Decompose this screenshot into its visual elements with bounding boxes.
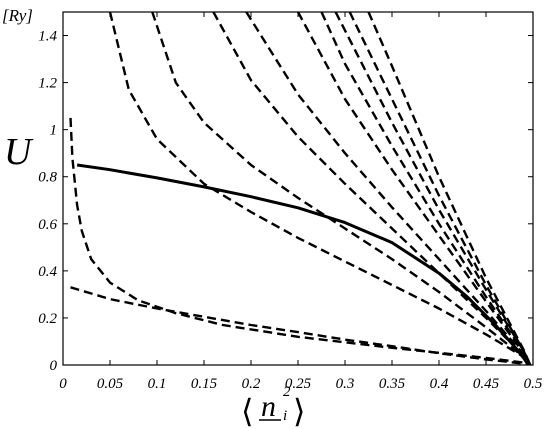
y-tick-label-2: 0.4 — [38, 264, 57, 280]
x-tick-label-1: 0.05 — [97, 376, 124, 392]
x-axis-label-n: n — [261, 390, 276, 423]
y-tick-label-3: 0.6 — [38, 217, 57, 233]
x-axis-label-superscript: 2 — [283, 384, 291, 400]
x-axis-label-close-bracket: ⟩ — [293, 393, 305, 429]
x-tick-label-8: 0.4 — [430, 376, 449, 392]
x-tick-label-0: 0 — [59, 376, 67, 392]
y-tick-label-7: 1.4 — [38, 29, 57, 45]
x-tick-label-7: 0.35 — [379, 376, 406, 392]
dashed-curve-2 — [70, 286, 531, 365]
solid-curve — [76, 163, 530, 365]
y-tick-label-6: 1.2 — [38, 76, 57, 92]
x-ticks: 0 0.05 0.1 0.15 0.2 0.25 0.3 0.35 0.4 0.45 0.5 — [59, 12, 543, 392]
x-tick-label-4: 0.2 — [242, 376, 261, 392]
x-axis-label: ⟨ n 2 i ⟩ — [241, 384, 305, 429]
y-axis-label: U — [4, 131, 34, 173]
x-tick-label-10: 0.5 — [524, 376, 543, 392]
dashed-curve-1 — [69, 117, 531, 365]
plot-frame — [62, 11, 534, 366]
dashed-curve-6 — [245, 12, 532, 365]
dashed-curve-4 — [151, 12, 532, 365]
x-tick-label-2: 0.1 — [148, 376, 167, 392]
dashed-curve-10 — [348, 12, 532, 365]
x-tick-label-9: 0.45 — [473, 376, 500, 392]
curves-layer — [69, 12, 532, 365]
y-tick-label-5: 1 — [50, 123, 58, 139]
dashed-curve-3 — [108, 12, 532, 365]
dashed-curve-5 — [212, 12, 532, 365]
x-axis-label-subscript: i — [283, 408, 287, 424]
dashed-curve-11 — [367, 12, 532, 365]
x-tick-label-3: 0.15 — [191, 376, 218, 392]
y-tick-label-1: 0.2 — [38, 311, 57, 327]
x-tick-label-5: 0.25 — [285, 376, 312, 392]
y-tick-label-4: 0.8 — [38, 170, 57, 186]
y-unit-label: [Ry] — [2, 6, 33, 25]
y-ticks: 0 0.2 0.4 0.6 0.8 1 1.2 1.4 — [38, 29, 533, 374]
dashed-curve-7 — [296, 12, 532, 365]
x-tick-label-6: 0.3 — [336, 376, 355, 392]
y-tick-label-0: 0 — [50, 358, 58, 374]
x-axis-label-open-bracket: ⟨ — [241, 393, 253, 429]
dashed-curve-9 — [334, 12, 532, 365]
